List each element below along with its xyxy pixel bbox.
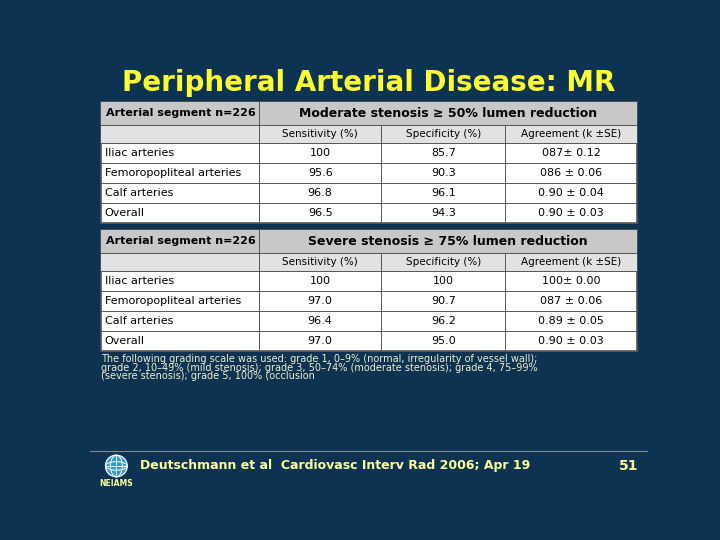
Bar <box>259 102 637 125</box>
Text: 100: 100 <box>433 276 454 286</box>
Text: Femoropopliteal arteries: Femoropopliteal arteries <box>104 168 241 178</box>
Text: 90.3: 90.3 <box>431 168 456 178</box>
Text: Sensitivity (%): Sensitivity (%) <box>282 257 358 267</box>
Text: 087± 0.12: 087± 0.12 <box>542 148 600 158</box>
Text: Calf arteries: Calf arteries <box>104 188 173 198</box>
Text: Arterial segment n=226: Arterial segment n=226 <box>106 236 256 246</box>
Bar <box>101 125 637 143</box>
Text: 96.4: 96.4 <box>307 316 333 326</box>
Text: Overall: Overall <box>104 336 145 346</box>
Text: 85.7: 85.7 <box>431 148 456 158</box>
Text: 96.2: 96.2 <box>431 316 456 326</box>
Text: Severe stenosis ≥ 75% lumen reduction: Severe stenosis ≥ 75% lumen reduction <box>308 234 588 248</box>
Text: Overall: Overall <box>104 208 145 218</box>
Text: 0.90 ± 0.03: 0.90 ± 0.03 <box>539 208 604 218</box>
Text: Agreement (k ±SE): Agreement (k ±SE) <box>521 257 621 267</box>
Text: 087 ± 0.06: 087 ± 0.06 <box>540 296 603 306</box>
Text: 96.1: 96.1 <box>431 188 456 198</box>
Text: 95.6: 95.6 <box>308 168 333 178</box>
Text: 95.0: 95.0 <box>431 336 456 346</box>
Text: 0.89 ± 0.05: 0.89 ± 0.05 <box>539 316 604 326</box>
Circle shape <box>106 455 127 477</box>
Text: Moderate stenosis ≥ 50% lumen reduction: Moderate stenosis ≥ 50% lumen reduction <box>299 107 597 120</box>
Text: Specificity (%): Specificity (%) <box>406 129 481 139</box>
Bar <box>101 230 259 253</box>
Text: 0.90 ± 0.04: 0.90 ± 0.04 <box>539 188 604 198</box>
Text: 97.0: 97.0 <box>307 336 333 346</box>
Text: 90.7: 90.7 <box>431 296 456 306</box>
Text: 94.3: 94.3 <box>431 208 456 218</box>
Text: 51: 51 <box>619 459 639 473</box>
Text: Sensitivity (%): Sensitivity (%) <box>282 129 358 139</box>
Bar <box>101 102 637 224</box>
Text: 100: 100 <box>310 276 330 286</box>
Text: 96.8: 96.8 <box>307 188 333 198</box>
Text: The following grading scale was used: grade 1, 0–9% (normal, irregularity of ves: The following grading scale was used: gr… <box>101 354 537 364</box>
Text: 97.0: 97.0 <box>307 296 333 306</box>
Text: Iliac arteries: Iliac arteries <box>104 276 174 286</box>
Text: NEIAMS: NEIAMS <box>99 479 133 488</box>
Text: Calf arteries: Calf arteries <box>104 316 173 326</box>
Text: Iliac arteries: Iliac arteries <box>104 148 174 158</box>
Bar <box>101 230 637 351</box>
Text: (severe stenosis); grade 5, 100% (occlusion: (severe stenosis); grade 5, 100% (occlus… <box>101 372 315 381</box>
Text: Specificity (%): Specificity (%) <box>406 257 481 267</box>
Text: 0.90 ± 0.03: 0.90 ± 0.03 <box>539 336 604 346</box>
Text: 100: 100 <box>310 148 330 158</box>
Bar <box>101 253 637 271</box>
Text: Peripheral Arterial Disease: MR: Peripheral Arterial Disease: MR <box>122 69 616 97</box>
Bar <box>259 230 637 253</box>
Text: Femoropopliteal arteries: Femoropopliteal arteries <box>104 296 241 306</box>
Text: 100± 0.00: 100± 0.00 <box>542 276 600 286</box>
Text: Deutschmann et al  Cardiovasc Interv Rad 2006; Apr 19: Deutschmann et al Cardiovasc Interv Rad … <box>140 460 531 472</box>
Text: 96.5: 96.5 <box>308 208 333 218</box>
Text: Agreement (k ±SE): Agreement (k ±SE) <box>521 129 621 139</box>
Text: grade 2, 10–49% (mild stenosis); grade 3, 50–74% (moderate stenosis); grade 4, 7: grade 2, 10–49% (mild stenosis); grade 3… <box>101 363 537 373</box>
Text: 086 ± 0.06: 086 ± 0.06 <box>540 168 603 178</box>
Text: Arterial segment n=226: Arterial segment n=226 <box>106 109 256 118</box>
Bar <box>101 102 259 125</box>
